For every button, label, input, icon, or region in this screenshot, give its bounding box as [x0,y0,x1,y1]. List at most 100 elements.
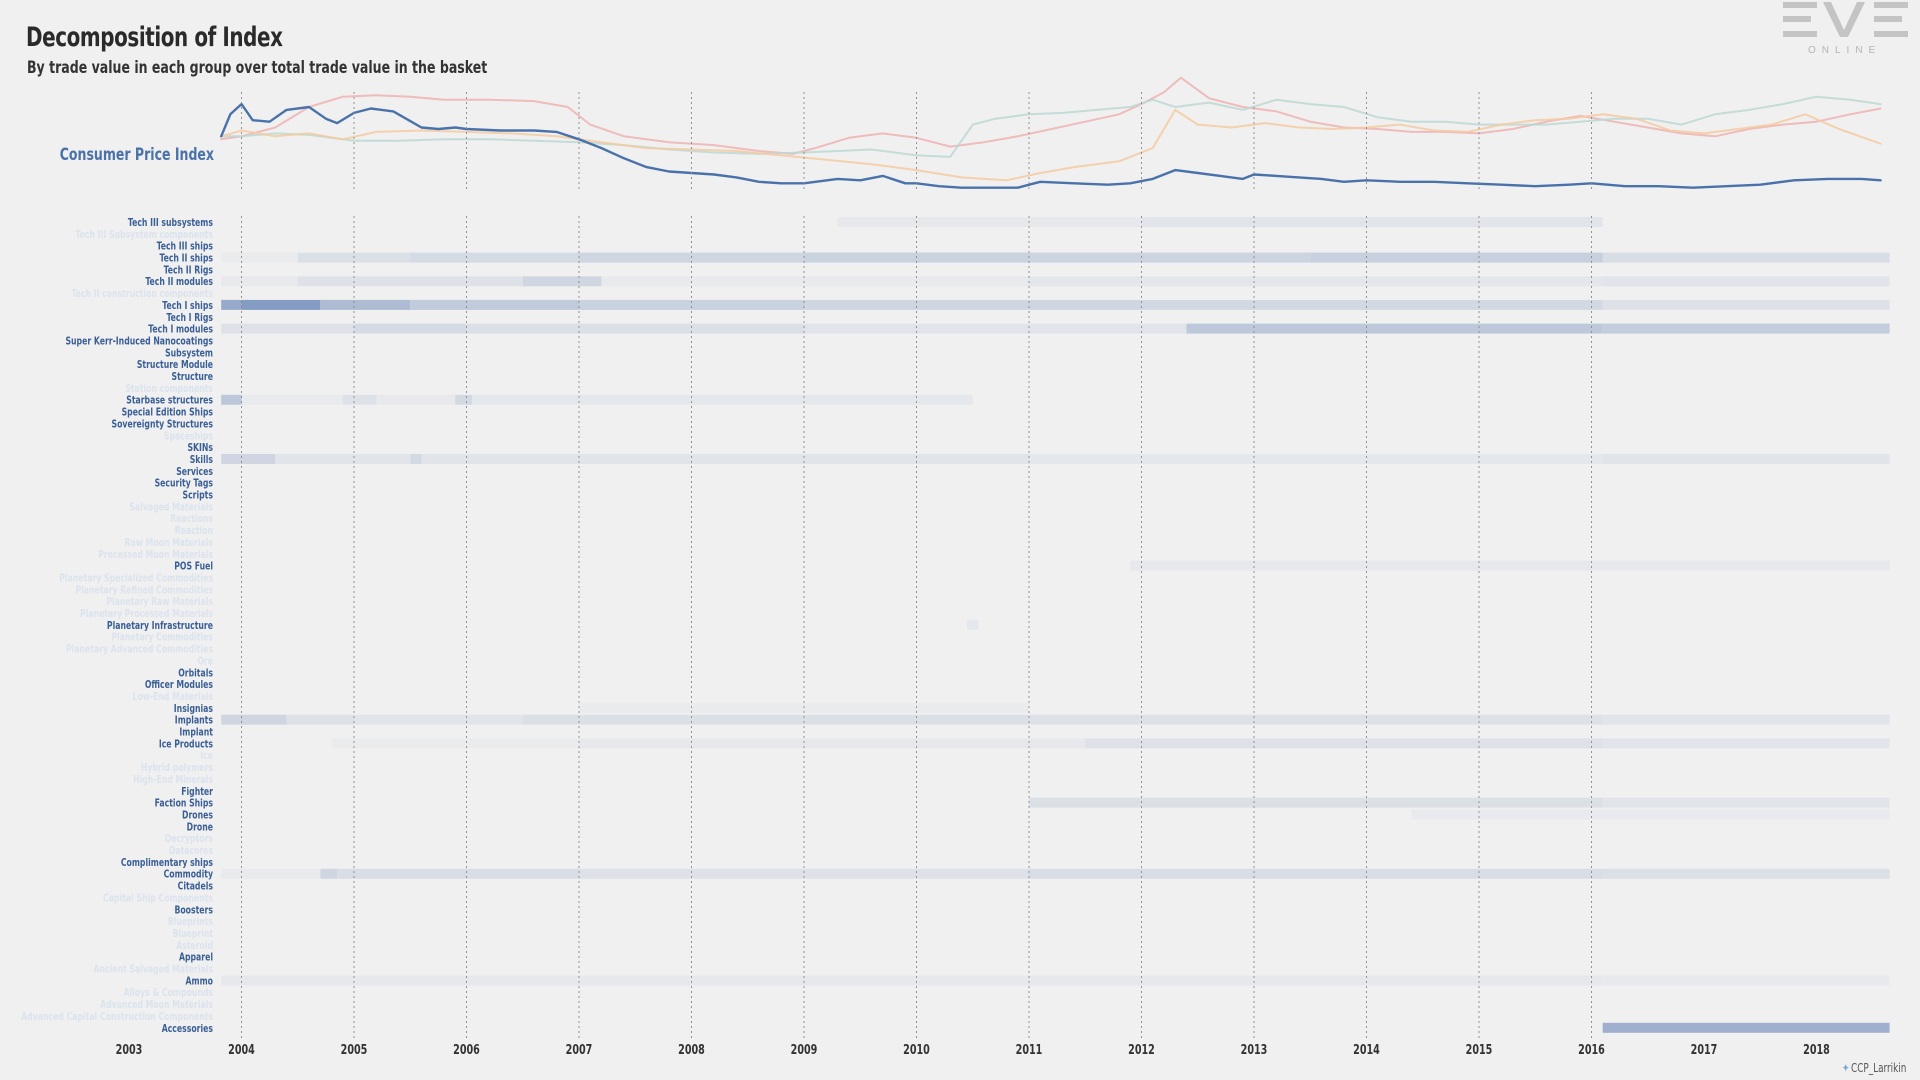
twitter-credit[interactable]: ✦ CCP_Larrikin [1842,1061,1906,1075]
heat-cell [1029,868,1603,879]
category-label: Scripts [183,490,213,502]
heat-cell [1130,560,1890,571]
category-label: Hybrid polymers [141,762,213,774]
year-tick-label: 2004 [228,1042,255,1057]
category-label: Planetary Commodities [111,632,213,644]
heat-cell [286,714,354,725]
heat-cell [421,454,1029,464]
category-label: Tech II modules [145,277,213,289]
year-tick-label: 2011 [1016,1042,1043,1057]
heat-cell [1029,797,1603,808]
heat-cell [342,394,377,405]
category-label: Planetary Refined Commodities [75,585,213,597]
category-label: Tech III subsystems [128,217,213,229]
year-tick-label: 2016 [1578,1042,1605,1057]
heat-cell [579,299,804,310]
heat-cell [320,299,411,310]
heat-cell [804,299,1142,310]
comparison-series-line-2 [220,108,1882,182]
category-label: Citadels [178,881,213,893]
year-gridlines [241,92,1592,1040]
category-label: Security Tags [155,478,213,490]
category-label: Drone [187,822,213,834]
heat-cell [320,868,338,879]
category-label: Blueprint [172,928,213,940]
category-label: Salvaged Materials [129,502,213,514]
category-label: Low-End Materials [133,691,213,703]
category-label: Advanced Moon Materials [100,999,213,1011]
heat-cell [1310,252,1603,263]
year-tick-label: 2013 [1241,1042,1268,1057]
category-label: Officer Modules [145,679,213,691]
category-label: Fighter [181,786,213,798]
page-subtitle: By trade value in each group over total … [27,58,488,78]
heat-cell [1602,299,1890,310]
heat-cell [1029,252,1311,263]
heat-cell [522,714,1030,725]
year-tick-label: 2005 [341,1042,368,1057]
category-label: Boosters [174,905,213,917]
heat-cell [466,323,804,334]
category-label: Ore [197,656,213,668]
category-label: Tech I modules [148,324,213,336]
category-label: Starbase structures [126,395,213,407]
heat-cell [376,394,456,405]
category-label: Sovereignty Structures [112,419,213,431]
category-label: Reactions [170,514,213,526]
category-label: Asteroid [176,940,213,952]
category-label: Tech II construction components [71,288,213,300]
category-label: Implants [175,715,213,727]
category-label: Blueprints [168,916,213,928]
heat-cell [354,323,467,334]
heat-cell [241,394,343,405]
category-label: Processed Moon Materials [98,549,213,561]
category-label: Station components [125,383,213,395]
heat-cell [221,299,242,310]
comparison-series-line-0 [220,76,1882,155]
category-label: Complimentary ships [121,857,213,869]
category-label: Spaceships [164,431,213,443]
heat-cell [804,323,1187,334]
heat-cell [455,394,473,405]
category-label: Reaction [175,525,213,537]
heat-cell [1602,1022,1890,1033]
year-tick-label: 2003 [116,1042,143,1057]
heat-cell [1029,714,1603,725]
category-label: High-End Minerals [133,774,213,786]
heat-cell [579,868,1029,879]
category-label: Planetary Raw Materials [106,596,213,608]
heat-cell [221,276,298,287]
heat-cell [410,252,580,263]
x-axis-year-labels: 2003 2004 2005 2006 2007 2008 2009 2010 2011 2012… [116,1042,1830,1057]
heat-cell [337,868,579,879]
category-label: Advanced Capital Construction Components [21,1011,213,1023]
heat-cell [1602,276,1890,287]
twitter-bird-icon: ✦ [1842,1061,1850,1075]
category-label: Tech I ships [162,300,213,312]
category-label: Subsystem [165,348,213,360]
heat-cell [1029,454,1603,464]
category-label: SKINs [187,442,213,454]
heat-cell [221,394,242,405]
year-tick-label: 2006 [453,1042,480,1057]
heat-cell [1602,714,1890,725]
category-label: Commodity [164,869,214,881]
heat-cell [1602,454,1890,464]
category-label: Tech I Rigs [166,312,213,324]
category-label: Planetary Infrastructure [107,620,213,632]
heat-cell [579,738,1086,749]
year-tick-label: 2014 [1353,1042,1380,1057]
category-label: Apparel [179,952,213,964]
category-label: Super Kerr-Induced Nanocoatings [65,336,213,348]
category-label: Special Edition Ships [122,407,213,419]
category-label: Decryptors [165,833,213,845]
year-tick-label: 2017 [1691,1042,1718,1057]
page-title: Decomposition of Index [26,22,283,53]
heat-cell [331,738,579,749]
heat-cell [1141,217,1479,227]
heat-cell [241,299,321,310]
heat-cell [1085,738,1603,749]
category-label: POS Fuel [174,561,213,573]
